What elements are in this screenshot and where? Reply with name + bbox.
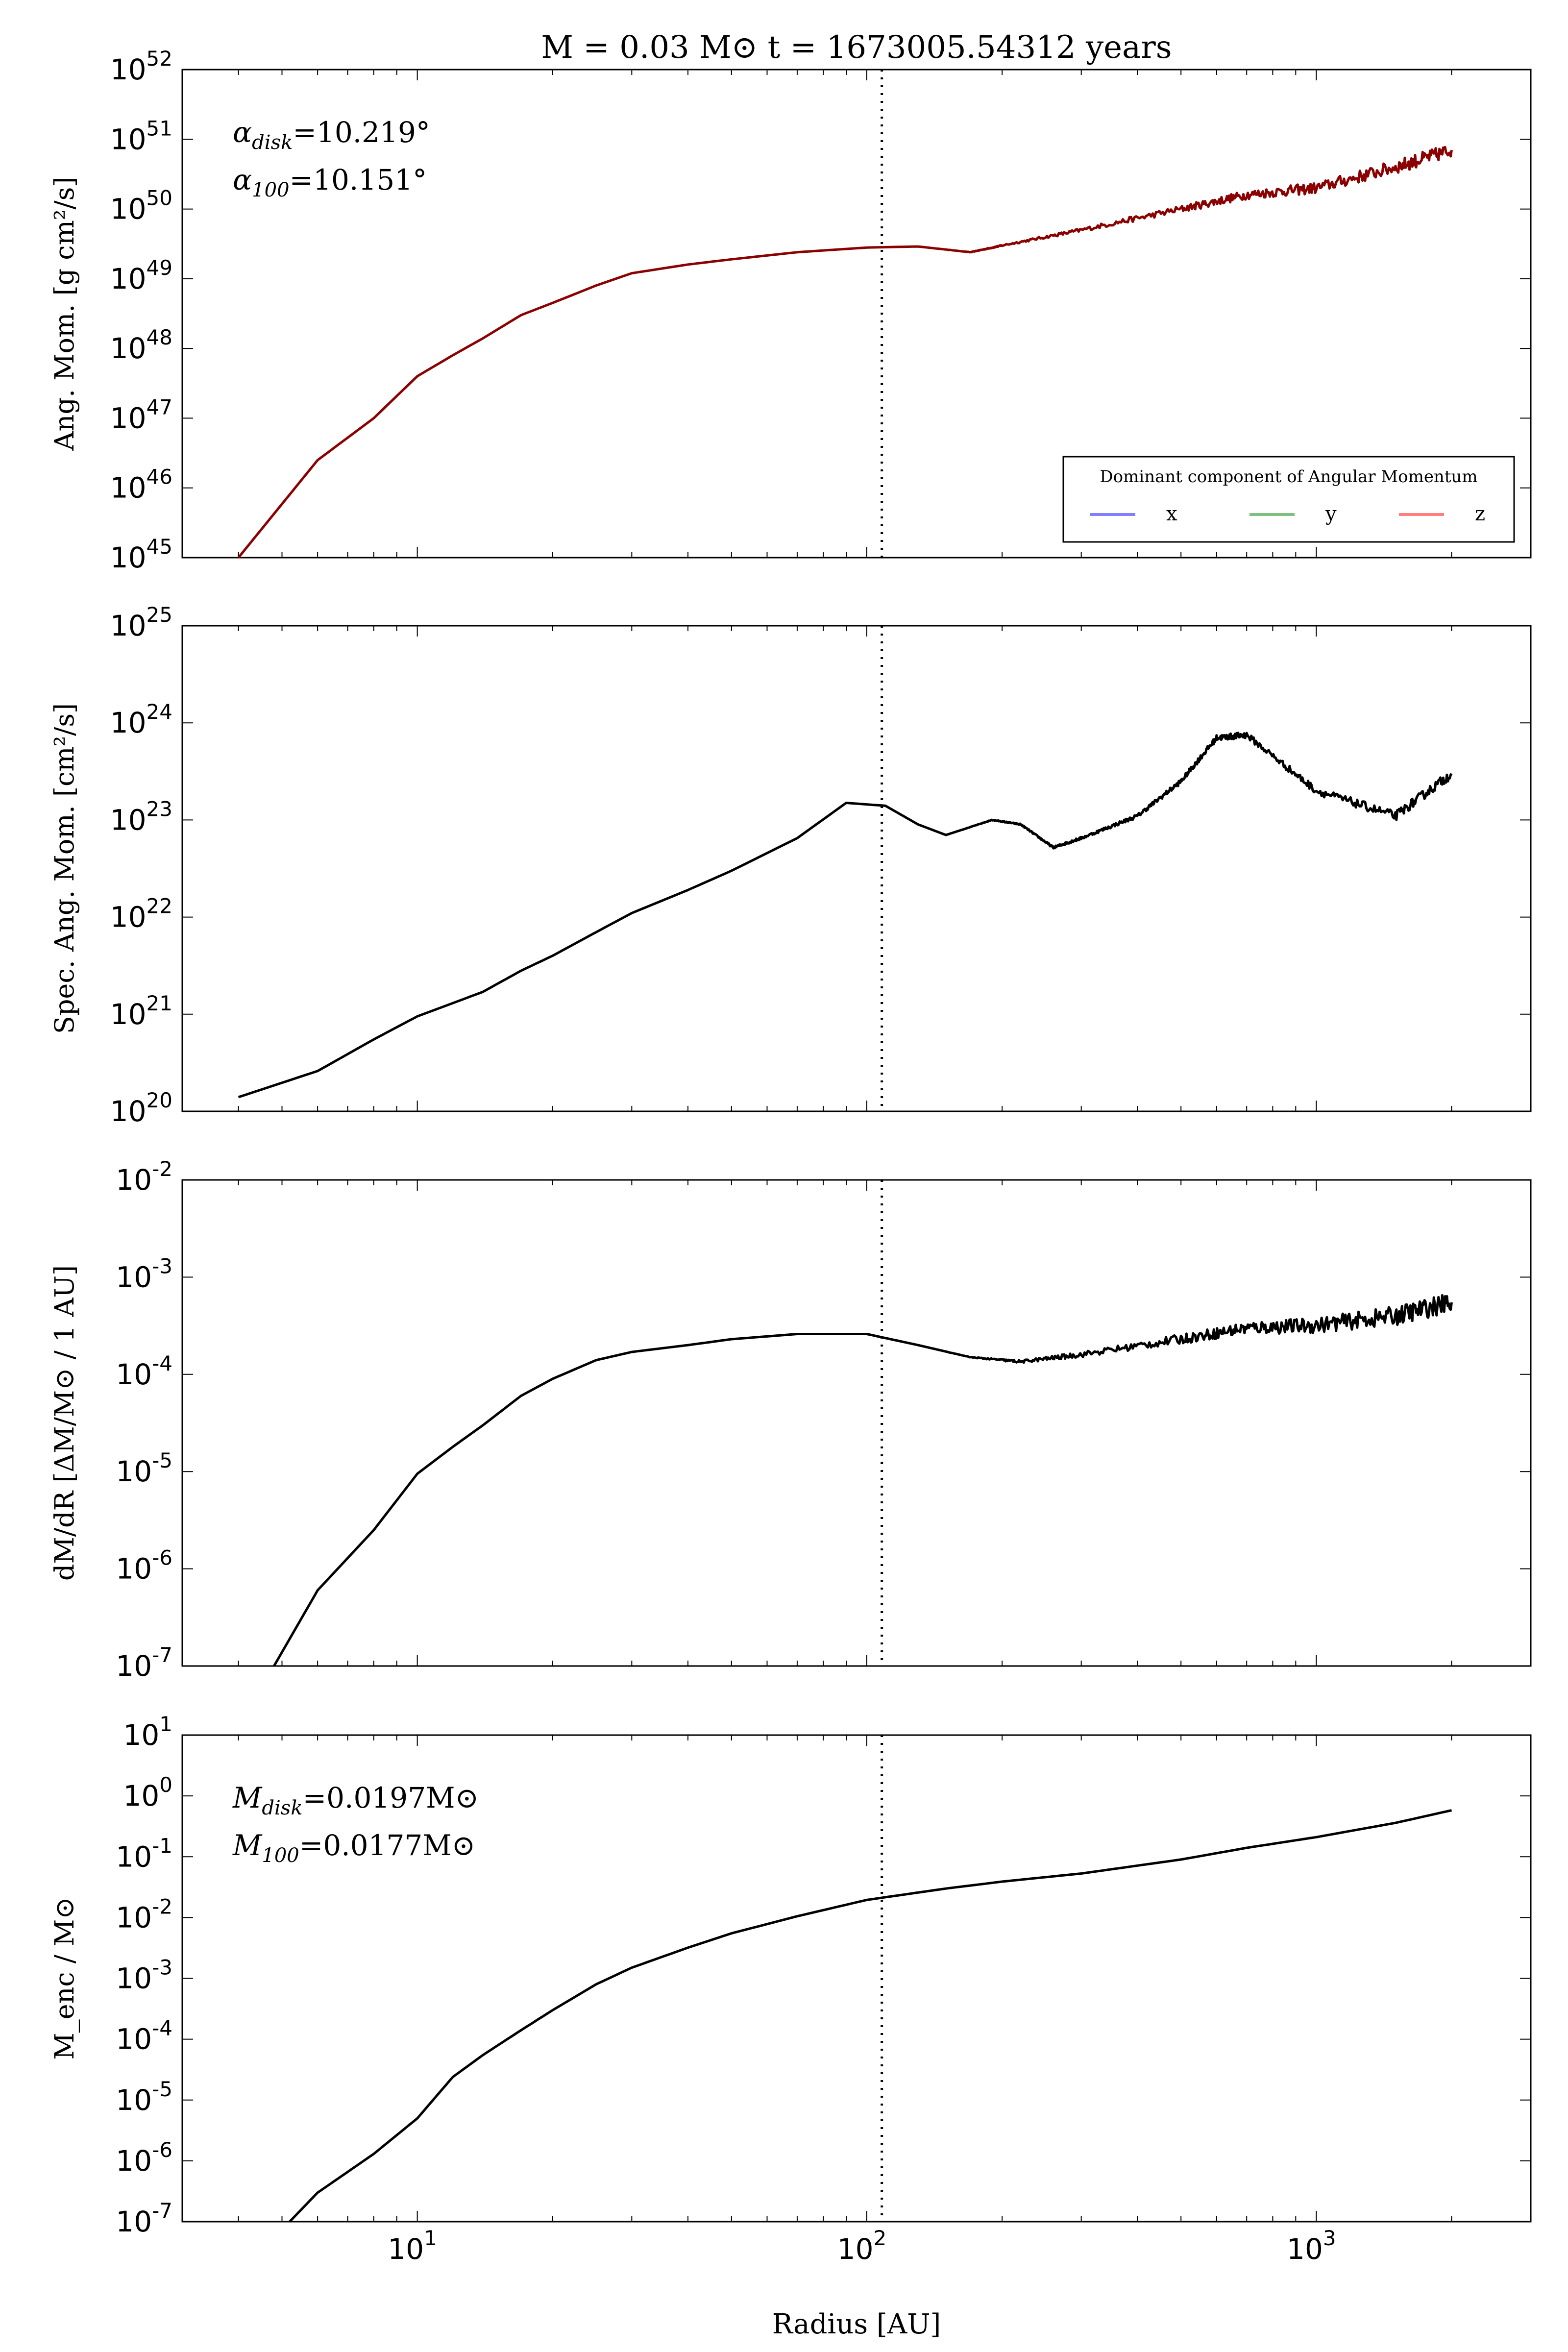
series-line <box>289 1809 1452 2223</box>
legend-box <box>1062 456 1515 543</box>
y-tick-label: 10-4 <box>116 1351 172 1391</box>
y-tick-label: 10-2 <box>116 1894 172 1934</box>
legend-title: Dominant component of Angular Momentum <box>1100 467 1477 487</box>
y-tick-label: 10-6 <box>116 1546 172 1586</box>
y-tick-label: 10-7 <box>116 1643 172 1683</box>
series-line <box>238 732 1453 1099</box>
panel-1: 1045 1046 1047 1048 1049 1050 1051 1052 Ang. Mom… <box>49 47 1532 574</box>
y-tick-label: 10-2 <box>116 1157 172 1197</box>
annotation-text: αdisk=10.219° <box>233 116 430 154</box>
y-tick-label: 1050 <box>110 186 172 226</box>
annotation-text: Mdisk=0.0197M⊙ <box>232 1781 479 1819</box>
annotation-text: α100=10.151° <box>233 163 427 201</box>
x-axis-label: Radius [AU] <box>772 2308 941 2340</box>
panel-3: 10-7 10-6 10-5 10-4 10-3 10-2 dM/dR [ΔM/M⊙ / 1… <box>49 1157 1532 1683</box>
x-tick-label: 101 <box>388 2226 437 2266</box>
y-tick-label: 10-4 <box>116 2016 172 2056</box>
y-tick-label: 1049 <box>110 256 172 295</box>
y-axis-label: M_enc / M⊙ <box>49 1897 80 2059</box>
y-tick-label: 10-3 <box>116 1254 172 1294</box>
y-tick-label: 10-3 <box>116 1956 172 1995</box>
y-axis-label: Spec. Ang. Mom. [cm²/s] <box>49 703 80 1034</box>
y-tick-label: 1025 <box>110 603 172 642</box>
annotation-text: M100=0.0177M⊙ <box>232 1829 475 1867</box>
axes-frame <box>181 625 1532 1112</box>
y-tick-label: 10-5 <box>116 2077 172 2117</box>
y-tick-label: 1021 <box>110 991 172 1031</box>
y-tick-label: 1045 <box>110 535 172 574</box>
x-tick-label: 102 <box>837 2226 887 2266</box>
axes-frame <box>181 1179 1532 1667</box>
series-line <box>273 1294 1453 1667</box>
y-tick-label: 10-1 <box>116 1834 172 1873</box>
legend-label-z: z <box>1475 503 1485 525</box>
y-axis-label: dM/dR [ΔM/M⊙ / 1 AU] <box>49 1265 80 1581</box>
y-tick-label: 1020 <box>110 1088 172 1128</box>
y-tick-label: 10-5 <box>116 1448 172 1488</box>
legend: Dominant component of Angular Momentum x y… <box>1062 456 1515 543</box>
y-tick-label: 1046 <box>110 465 172 505</box>
y-tick-label: 10-6 <box>116 2138 172 2178</box>
y-tick-label: 100 <box>123 1773 172 1813</box>
y-tick-label: 101 <box>123 1712 172 1752</box>
y-tick-label: 1048 <box>110 325 172 365</box>
panel-4: 10-7 10-6 10-5 10-4 10-3 10-2 10-1 100 101 M_enc … <box>49 1712 1532 2266</box>
series-line <box>237 146 1453 559</box>
y-axis-label: Ang. Mom. [g cm²/s] <box>49 177 80 451</box>
y-tick-label: 1024 <box>110 700 172 739</box>
y-tick-label: 1022 <box>110 894 172 934</box>
y-tick-label: 1052 <box>110 47 172 86</box>
legend-label-y: y <box>1325 503 1337 525</box>
panel-2: 1020 1021 1022 1023 1024 1025 Spec. Ang. Mom. … <box>49 603 1532 1128</box>
y-tick-label: 10-7 <box>116 2199 172 2238</box>
x-tick-label: 103 <box>1287 2226 1336 2266</box>
figure-title: M = 0.03 M⊙ t = 1673005.54312 years <box>541 29 1172 66</box>
y-tick-label: 1047 <box>110 395 172 435</box>
panels: 1045 1046 1047 1048 1049 1050 1051 1052 Ang. Mom… <box>49 47 1532 2266</box>
y-tick-label: 1051 <box>110 116 172 156</box>
axes-frame <box>181 69 1532 559</box>
legend-label-x: x <box>1166 503 1177 525</box>
y-tick-label: 1023 <box>110 797 172 836</box>
